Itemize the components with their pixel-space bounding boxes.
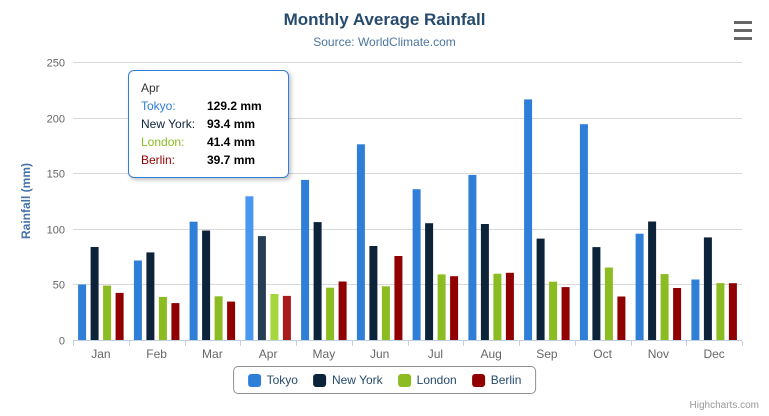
bar-london-mar[interactable] <box>214 296 223 340</box>
legend-item-berlin[interactable]: Berlin <box>471 373 522 387</box>
bar-new-york-jun[interactable] <box>369 246 378 340</box>
x-axis-label: May <box>313 347 336 361</box>
context-menu-button[interactable] <box>734 21 752 40</box>
x-axis-label: Jun <box>370 347 389 361</box>
bar-new-york-feb[interactable] <box>146 252 155 340</box>
bar-tokyo-may[interactable] <box>301 179 310 340</box>
bar-new-york-may[interactable] <box>313 222 322 340</box>
bar-london-nov[interactable] <box>660 274 669 340</box>
chart-subtitle: Source: WorldClimate.com <box>313 35 456 49</box>
bar-berlin-jan[interactable] <box>115 292 124 340</box>
x-axis-label: Mar <box>202 347 223 361</box>
legend-item-new-york[interactable]: New York <box>312 373 383 387</box>
y-axis-label: 50 <box>53 280 65 292</box>
legend-label: Tokyo <box>266 373 298 387</box>
bar-berlin-jul[interactable] <box>450 276 459 340</box>
bar-london-jun[interactable] <box>381 286 390 340</box>
x-axis-label: Aug <box>480 347 501 361</box>
x-axis-label: Sep <box>536 347 558 361</box>
y-axis-label: 150 <box>47 169 65 181</box>
bar-berlin-sep[interactable] <box>561 287 570 340</box>
bar-tokyo-feb[interactable] <box>133 260 142 341</box>
bar-tokyo-aug[interactable] <box>468 174 477 340</box>
bar-london-jan[interactable] <box>103 285 112 340</box>
legend-swatch <box>312 373 326 387</box>
credits-link[interactable]: Highcharts.com <box>689 400 759 411</box>
x-axis-label: Oct <box>593 347 612 361</box>
x-axis-label: Jul <box>428 347 443 361</box>
bar-tokyo-oct[interactable] <box>579 124 588 340</box>
hamburger-icon <box>734 37 752 40</box>
bar-new-york-dec[interactable] <box>703 237 712 340</box>
legend-swatch <box>397 373 411 387</box>
bar-tokyo-nov[interactable] <box>635 233 644 340</box>
bar-london-jul[interactable] <box>437 274 446 340</box>
bar-new-york-aug[interactable] <box>480 224 489 340</box>
bar-london-dec[interactable] <box>716 283 725 340</box>
x-axis-label: Jan <box>91 347 110 361</box>
x-axis-label: Apr <box>259 347 278 361</box>
bar-london-apr[interactable] <box>270 294 279 340</box>
bar-berlin-may[interactable] <box>338 281 347 341</box>
legend-label: London <box>416 373 457 387</box>
bar-tokyo-jul[interactable] <box>412 189 421 340</box>
hamburger-icon <box>734 21 752 24</box>
x-axis-label: Feb <box>146 347 167 361</box>
bar-berlin-mar[interactable] <box>227 301 236 340</box>
bar-tokyo-mar[interactable] <box>189 221 198 340</box>
bar-tokyo-apr[interactable] <box>245 196 254 340</box>
bar-berlin-apr[interactable] <box>282 295 291 340</box>
hamburger-icon <box>734 29 752 32</box>
y-axis-title: Rainfall (mm) <box>19 163 33 239</box>
legend-item-london[interactable]: London <box>397 373 457 387</box>
legend-label: Berlin <box>490 373 522 387</box>
bar-london-oct[interactable] <box>604 267 613 341</box>
bar-tokyo-jun[interactable] <box>356 144 365 340</box>
bar-berlin-oct[interactable] <box>617 296 626 341</box>
bar-london-sep[interactable] <box>549 281 558 340</box>
bar-berlin-feb[interactable] <box>171 303 180 340</box>
legend: Tokyo New York London Berlin <box>232 366 537 394</box>
legend-swatch <box>247 373 261 387</box>
y-axis-label: 250 <box>47 58 65 70</box>
bar-new-york-jan[interactable] <box>90 247 99 340</box>
bar-london-aug[interactable] <box>493 273 502 340</box>
bar-london-may[interactable] <box>326 287 335 340</box>
bar-new-york-jul[interactable] <box>425 223 434 340</box>
legend-item-tokyo[interactable]: Tokyo <box>247 373 298 387</box>
y-axis-label: 0 <box>59 336 65 348</box>
bar-new-york-nov[interactable] <box>648 221 657 341</box>
bar-new-york-mar[interactable] <box>202 230 211 341</box>
bar-berlin-jun[interactable] <box>394 256 403 340</box>
bar-tokyo-sep[interactable] <box>524 99 533 341</box>
y-axis-label: 200 <box>47 114 65 126</box>
bar-berlin-nov[interactable] <box>673 288 682 340</box>
x-axis-label: Nov <box>648 347 669 361</box>
legend-label: New York <box>331 373 383 387</box>
bar-berlin-dec[interactable] <box>728 283 737 340</box>
bar-tokyo-jan[interactable] <box>78 284 87 341</box>
bar-new-york-apr[interactable] <box>257 236 266 340</box>
bar-tokyo-dec[interactable] <box>691 279 700 341</box>
legend-swatch <box>471 373 485 387</box>
bar-berlin-aug[interactable] <box>505 272 514 340</box>
bar-london-feb[interactable] <box>158 296 167 340</box>
x-axis-label: Dec <box>703 347 724 361</box>
y-axis-label: 100 <box>47 225 65 237</box>
bar-new-york-oct[interactable] <box>592 247 601 340</box>
bar-new-york-sep[interactable] <box>536 238 545 340</box>
chart-title: Monthly Average Rainfall <box>283 10 486 29</box>
